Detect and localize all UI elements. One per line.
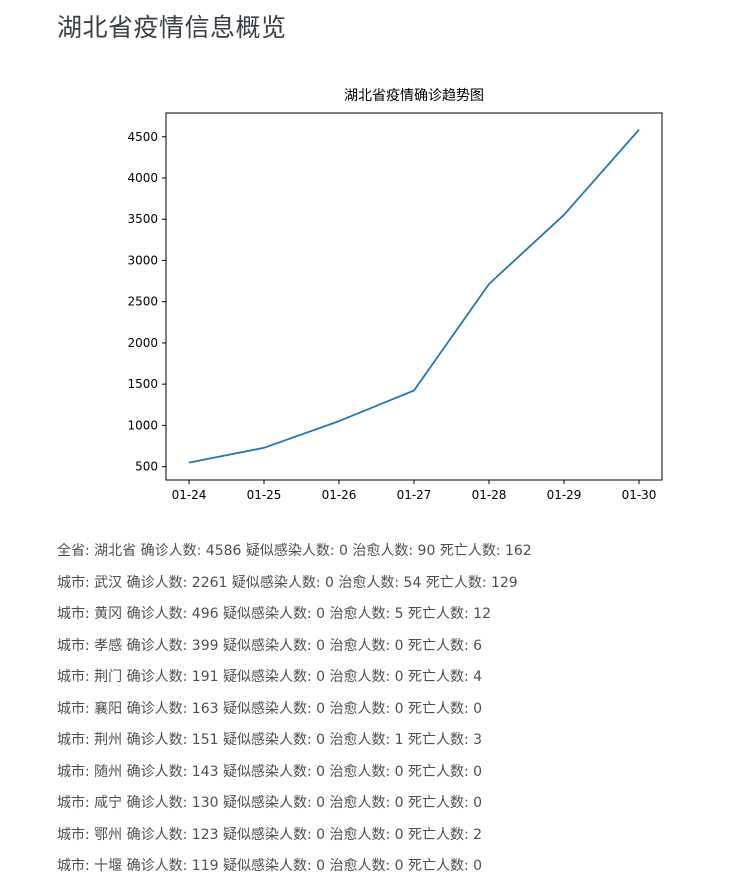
- x-tick-label: 01-27: [397, 488, 432, 502]
- x-tick-label: 01-25: [247, 488, 282, 502]
- confirmed-series-line: [189, 130, 639, 463]
- x-tick-label: 01-29: [547, 488, 582, 502]
- y-tick-label: 2000: [127, 336, 158, 350]
- city-summary-line: 城市: 咸宁 确诊人数: 130 疑似感染人数: 0 治愈人数: 0 死亡人数:…: [57, 793, 532, 825]
- x-tick-label: 01-24: [172, 488, 207, 502]
- city-summary-line: 城市: 黄冈 确诊人数: 496 疑似感染人数: 0 治愈人数: 5 死亡人数:…: [57, 604, 532, 636]
- city-summary-line: 城市: 孝感 确诊人数: 399 疑似感染人数: 0 治愈人数: 0 死亡人数:…: [57, 636, 532, 668]
- y-tick-label: 2500: [127, 295, 158, 309]
- y-tick-label: 1000: [127, 418, 158, 432]
- y-tick-label: 3000: [127, 253, 158, 267]
- chart-title: 湖北省疫情确诊趋势图: [344, 88, 484, 104]
- y-tick-label: 500: [135, 460, 158, 474]
- x-tick-label: 01-30: [622, 488, 657, 502]
- y-tick-label: 4000: [127, 171, 158, 185]
- x-tick-label: 01-28: [472, 488, 507, 502]
- chart-axes: 500 1000 1500 2000 2500 3000 3500 4000 4500 01-24…: [127, 113, 662, 502]
- city-summary-line: 城市: 襄阳 确诊人数: 163 疑似感染人数: 0 治愈人数: 0 死亡人数:…: [57, 699, 532, 731]
- x-tick-label: 01-26: [322, 488, 357, 502]
- city-summary-line: 城市: 荆门 确诊人数: 191 疑似感染人数: 0 治愈人数: 0 死亡人数:…: [57, 667, 532, 699]
- city-summary-line: 城市: 武汉 确诊人数: 2261 疑似感染人数: 0 治愈人数: 54 死亡人…: [57, 573, 532, 605]
- y-tick-label: 4500: [127, 130, 158, 144]
- chart-series: [189, 130, 639, 463]
- plot-frame: [166, 113, 662, 480]
- y-tick-label: 3500: [127, 212, 158, 226]
- confirmed-trend-chart: 湖北省疫情确诊趋势图 500 1000 1500 2000 2500 3000 3500 40…: [0, 0, 730, 530]
- region-summary-list: 全省: 湖北省 确诊人数: 4586 疑似感染人数: 0 治愈人数: 90 死亡…: [57, 541, 532, 888]
- y-tick-label: 1500: [127, 377, 158, 391]
- city-summary-line: 城市: 随州 确诊人数: 143 疑似感染人数: 0 治愈人数: 0 死亡人数:…: [57, 762, 532, 794]
- city-summary-line: 城市: 鄂州 确诊人数: 123 疑似感染人数: 0 治愈人数: 0 死亡人数:…: [57, 825, 532, 857]
- province-summary-line: 全省: 湖北省 确诊人数: 4586 疑似感染人数: 0 治愈人数: 90 死亡…: [57, 541, 532, 573]
- city-summary-line: 城市: 荆州 确诊人数: 151 疑似感染人数: 0 治愈人数: 1 死亡人数:…: [57, 730, 532, 762]
- city-summary-line: 城市: 十堰 确诊人数: 119 疑似感染人数: 0 治愈人数: 0 死亡人数:…: [57, 856, 532, 888]
